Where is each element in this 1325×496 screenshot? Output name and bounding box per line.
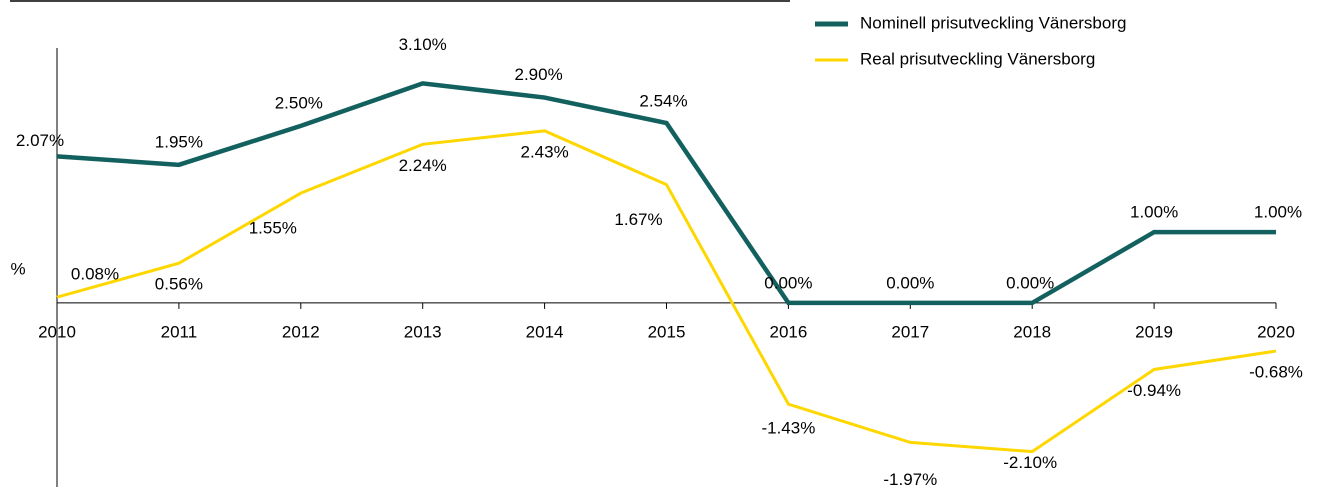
data-label: 1.00% <box>1254 203 1302 222</box>
x-tick-label: 2019 <box>1135 322 1173 341</box>
x-tick-label: 2018 <box>1013 322 1051 341</box>
x-tick-label: 2020 <box>1257 322 1295 341</box>
x-tick-label: 2014 <box>526 322 564 341</box>
data-label: 0.00% <box>764 273 812 292</box>
x-tick-label: 2013 <box>404 322 442 341</box>
x-tick-label: 2011 <box>161 322 198 341</box>
series-line <box>56 129 1277 454</box>
data-label: 0.08% <box>71 265 119 284</box>
x-tick-label: 2016 <box>769 322 807 341</box>
data-label: 0.00% <box>1006 273 1054 292</box>
data-label: 2.90% <box>514 65 562 84</box>
x-tick-label: 2015 <box>648 322 686 341</box>
data-label: -1.97% <box>883 470 937 489</box>
x-tick-label: 2017 <box>891 322 929 341</box>
y-axis-label: % <box>10 259 25 278</box>
data-label: 1.55% <box>249 219 297 238</box>
data-label: -0.94% <box>1127 381 1181 400</box>
data-label: 2.43% <box>520 142 568 161</box>
data-label: 0.56% <box>155 275 203 294</box>
data-label: 2.54% <box>639 92 687 111</box>
x-tick-label: 2012 <box>282 322 320 341</box>
data-label: 2.07% <box>16 131 64 150</box>
x-tick-label: 2010 <box>38 322 76 341</box>
data-label: 2.50% <box>275 93 323 112</box>
data-label: 3.10% <box>399 35 447 54</box>
data-label: -0.68% <box>1249 363 1303 382</box>
data-label: 1.00% <box>1130 203 1178 222</box>
series-line <box>56 81 1276 306</box>
data-label: 2.24% <box>399 156 447 175</box>
data-label: -1.43% <box>761 419 815 438</box>
legend-label: Nominell prisutveckling Vänersborg <box>860 13 1126 32</box>
legend-label: Real prisutveckling Vänersborg <box>860 49 1095 68</box>
data-label: 1.95% <box>155 132 203 151</box>
data-label: 1.67% <box>614 210 662 229</box>
data-label: -2.10% <box>1003 453 1057 472</box>
data-label: 0.00% <box>886 273 934 292</box>
